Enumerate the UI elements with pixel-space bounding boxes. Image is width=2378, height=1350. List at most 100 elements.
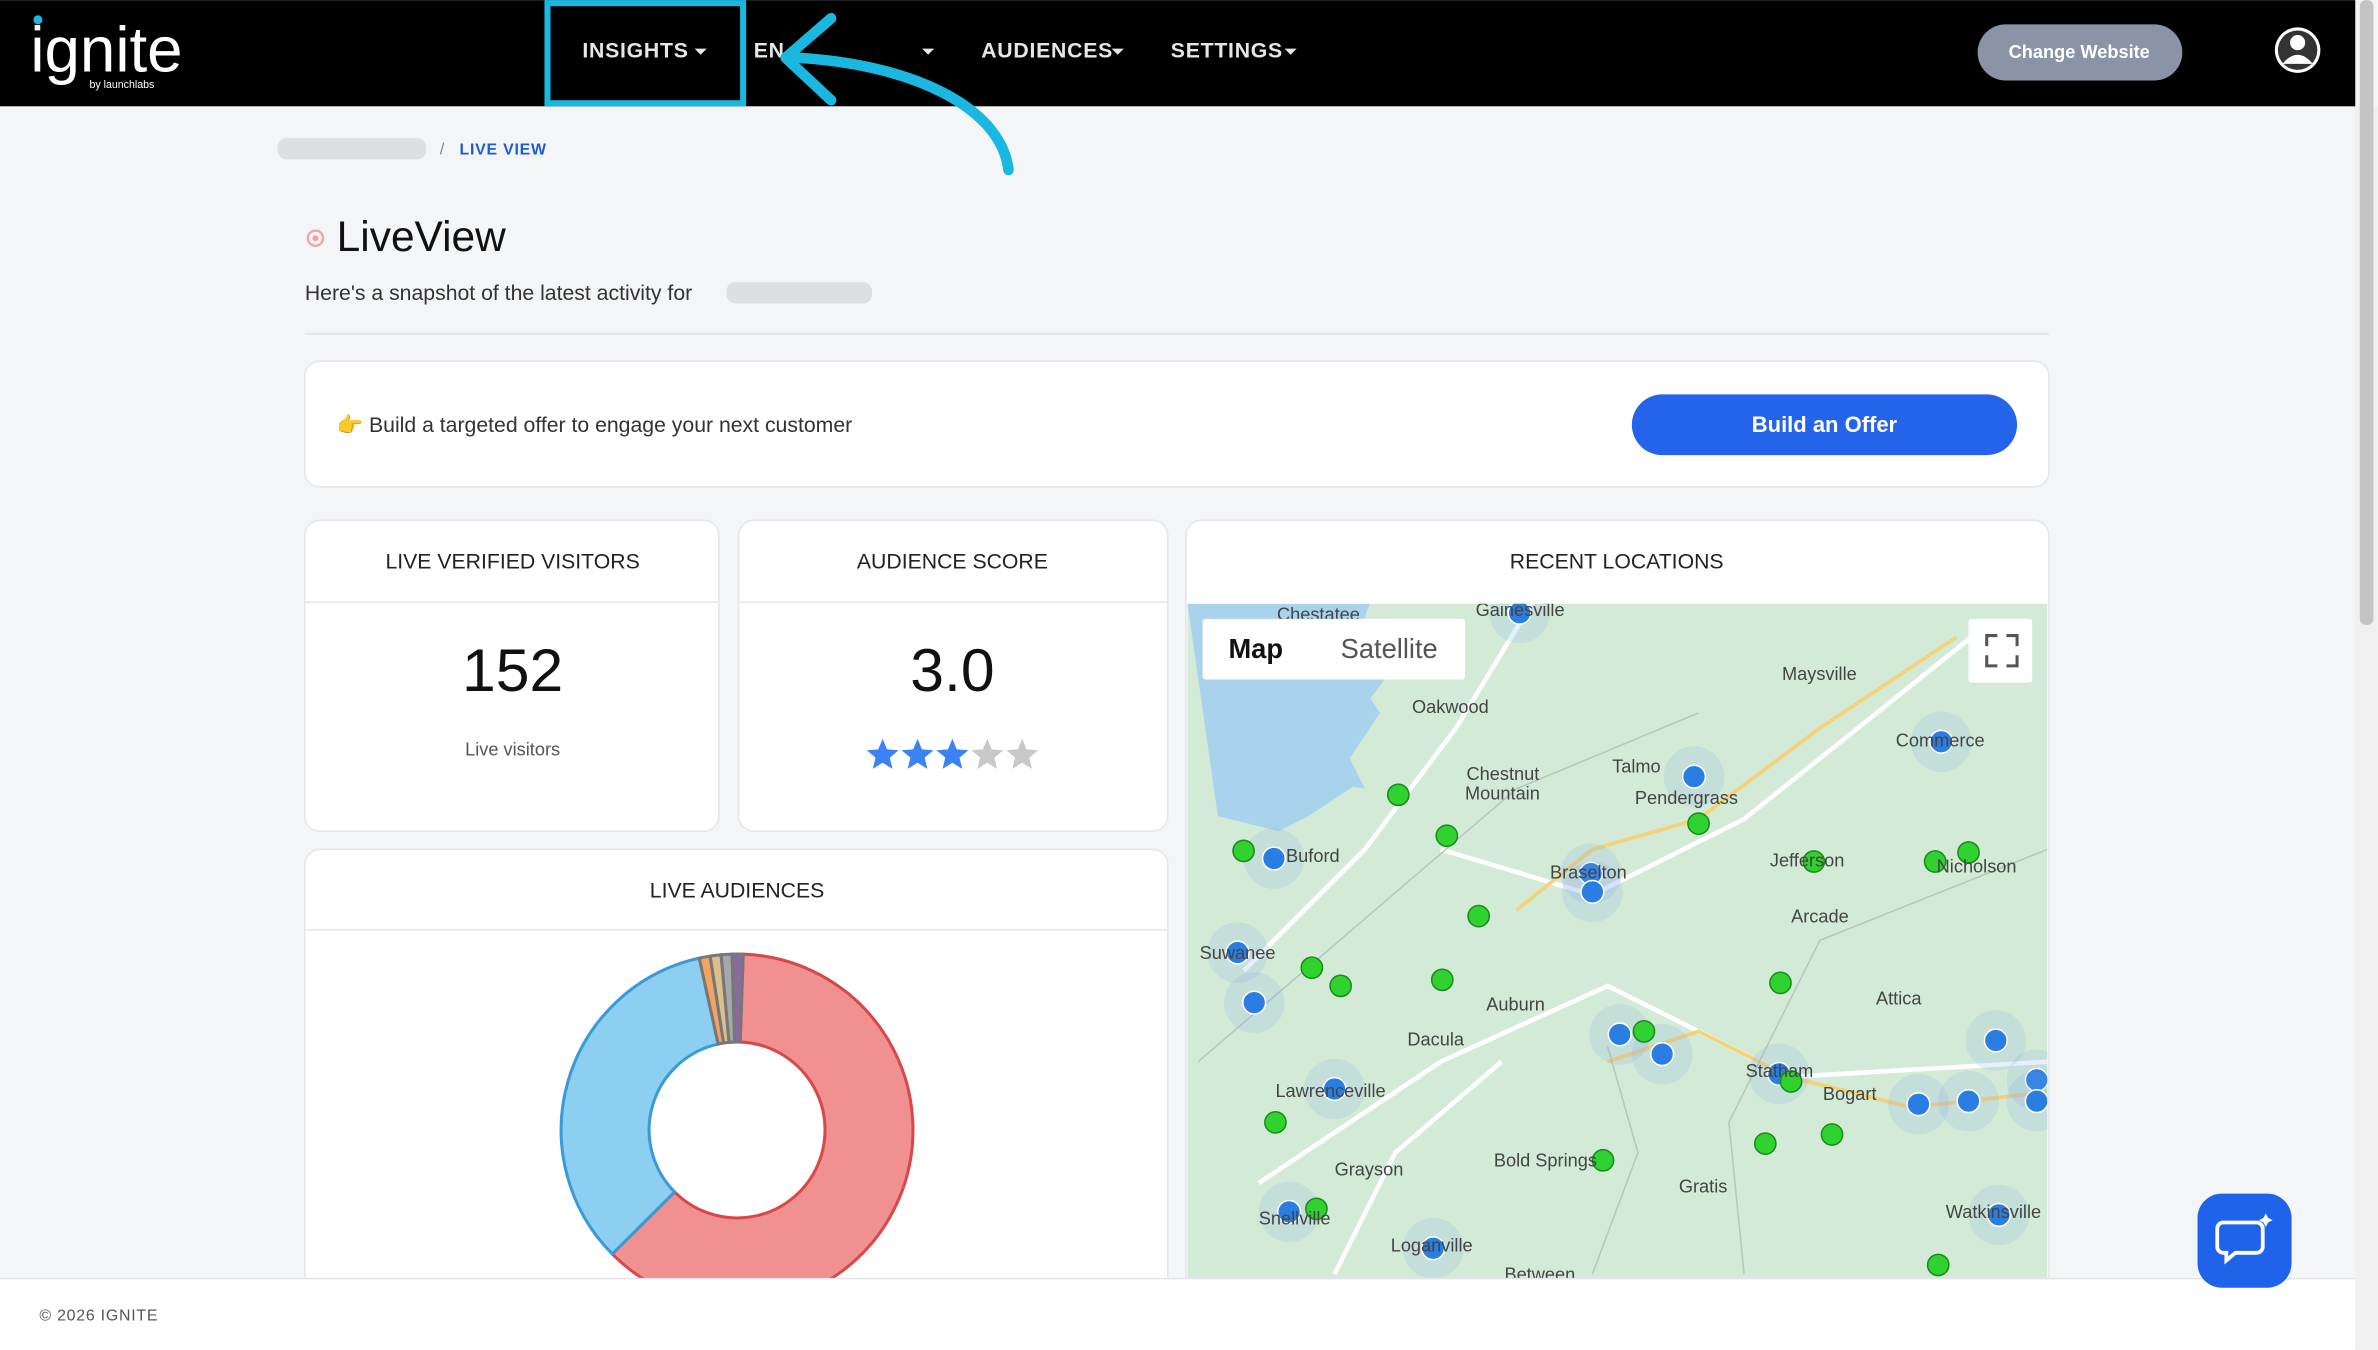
carets (694, 48, 1297, 55)
location-marker (1923, 850, 1947, 873)
location-marker (1607, 1022, 1632, 1047)
map-place: Attica (1876, 988, 1922, 1008)
map-place: Suwanee (1200, 943, 1276, 963)
page-title: LiveView (337, 213, 506, 260)
map-place: Buford (1286, 846, 1340, 866)
location-marker (1983, 1028, 2008, 1053)
map-place: Statham (1746, 1061, 1814, 1081)
build-offer-button[interactable] (1631, 394, 2018, 456)
live-icon (306, 229, 325, 247)
logo-sub: by launchlabs (89, 79, 154, 91)
map-place: Between (1504, 1264, 1575, 1284)
location-marker (1957, 841, 1980, 864)
location-marker (1650, 1042, 1675, 1067)
map-place: Gratis (1679, 1176, 1728, 1196)
breadcrumb-current[interactable]: LIVE VIEW (460, 141, 547, 158)
location-marker (1580, 879, 1605, 905)
blurred-site (726, 282, 873, 304)
score-card (737, 519, 1169, 832)
map-place: Bold Springs (1494, 1151, 1597, 1171)
location-marker (1906, 1092, 1931, 1117)
change-website-label: Change Website (2009, 42, 2150, 62)
map-place: Lawrenceville (1275, 1081, 1385, 1101)
top-bar (0, 0, 2356, 107)
location-marker (1467, 904, 1491, 928)
score-value: 3.0 (910, 636, 994, 704)
location-marker (2024, 1089, 2048, 1114)
map-place: Watkinsville (1946, 1202, 2041, 1222)
location-marker (1986, 1202, 2011, 1228)
visitors-value: 152 (462, 636, 563, 704)
location-marker (1329, 974, 1353, 998)
nav-settings[interactable]: SETTINGS (1171, 39, 1283, 62)
blurred-site (277, 138, 427, 160)
location-marker (1232, 839, 1255, 863)
footer (0, 1278, 2356, 1350)
location-marker (1276, 1199, 1302, 1225)
logo: ignite (30, 15, 182, 86)
build-offer-label: Build an Offer (1752, 412, 1898, 437)
location-marker (1779, 1070, 1803, 1093)
star (971, 738, 1004, 769)
breadcrumb-separator: / (440, 140, 445, 159)
map-place: Mountain (1465, 784, 1540, 804)
map-place: Nicholson (1937, 856, 2017, 876)
map-place: Chestnut (1467, 764, 1540, 784)
map-place: Braselton (1550, 862, 1627, 882)
location-marker (1264, 1111, 1287, 1134)
star (936, 738, 969, 769)
card-title: LIVE VERIFIED VISITORS (385, 550, 639, 573)
location-marker (1435, 824, 1459, 848)
map-place: Bogart (1823, 1084, 1877, 1104)
nav-insights[interactable]: INSIGHTS (582, 39, 688, 62)
card-title: AUDIENCE SCORE (857, 550, 1048, 573)
donut-segment (559, 956, 720, 1257)
card-title: LIVE AUDIENCES (650, 879, 825, 902)
location-marker (1753, 1132, 1777, 1155)
location-marker (1956, 1089, 1981, 1114)
nav-audiences[interactable]: AUDIENCES (981, 39, 1113, 62)
map-place: Oakwood (1412, 697, 1489, 717)
footer-text: © 2026 IGNITE (39, 1308, 158, 1325)
map-place: Pendergrass (1635, 788, 1738, 808)
location-marker (1591, 1148, 1615, 1172)
star (866, 738, 899, 769)
satellite-button[interactable]: Satellite (1341, 633, 1438, 664)
map-button[interactable]: Map (1228, 633, 1283, 664)
change-website-button[interactable] (1977, 24, 2183, 81)
nav-engagements[interactable]: EN (754, 39, 785, 62)
fullscreen-button[interactable] (1968, 618, 2033, 683)
location-marker (1820, 1123, 1844, 1146)
location-marker (1305, 1197, 1328, 1221)
logo-drop (33, 15, 43, 25)
map[interactable]: Chestatee GainesvilleOakwoodMaysvilleComm… (1187, 582, 2067, 1284)
scroll-thumb[interactable] (2359, 0, 2374, 625)
location-marker (1421, 1236, 1446, 1261)
location-marker (1507, 603, 1532, 625)
offer-card (304, 360, 2050, 488)
map-place: Jefferson (1770, 850, 1844, 870)
map-place: Snellville (1259, 1208, 1331, 1228)
arrow (790, 52, 1014, 176)
map-place: Grayson (1335, 1160, 1404, 1180)
visitors-card (304, 519, 720, 832)
map-place: Dacula (1407, 1029, 1464, 1049)
map-place: Gainesville (1476, 600, 1565, 620)
location-marker (1322, 1076, 1347, 1102)
location-marker (1386, 783, 1410, 807)
arrow-head (780, 13, 837, 106)
location-marker (1926, 1253, 1950, 1277)
location-marker (1632, 1020, 1656, 1043)
star (901, 738, 934, 769)
page-subtitle: Here's a snapshot of the latest activity… (305, 282, 692, 305)
location-marker (1242, 990, 1267, 1015)
chat-button[interactable] (2197, 1193, 2292, 1288)
map-place: Commerce (1896, 731, 1985, 751)
location-marker (1929, 729, 1954, 754)
map-place: Talmo (1612, 756, 1661, 776)
location-marker (1430, 968, 1454, 992)
location-marker (1681, 764, 1707, 789)
map-place: Arcade (1791, 906, 1849, 926)
